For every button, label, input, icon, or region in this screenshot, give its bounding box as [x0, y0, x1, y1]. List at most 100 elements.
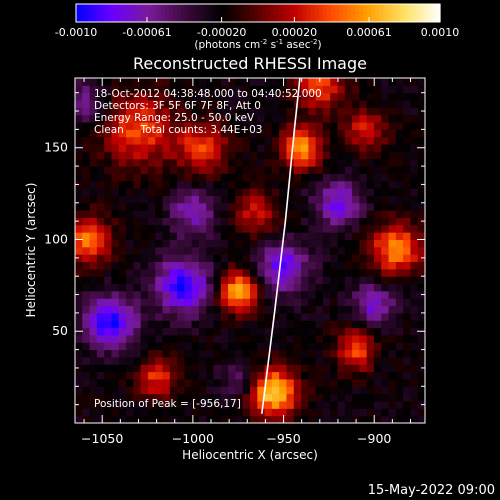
- heatmap-pixel: [96, 312, 105, 321]
- heatmap-pixel: [169, 305, 178, 314]
- heatmap-pixel: [198, 92, 207, 101]
- heatmap-pixel: [111, 408, 120, 417]
- heatmap-pixel: [242, 136, 251, 145]
- heatmap-pixel: [75, 342, 83, 351]
- heatmap-pixel: [162, 305, 171, 314]
- heatmap-pixel: [228, 136, 236, 145]
- heatmap-pixel: [198, 217, 207, 226]
- heatmap-pixel: [133, 224, 142, 233]
- heatmap-pixel: [250, 78, 258, 86]
- heatmap-pixel: [315, 180, 324, 189]
- heatmap-pixel: [184, 129, 193, 138]
- heatmap-pixel: [250, 327, 258, 336]
- heatmap-pixel: [235, 393, 244, 402]
- heatmap-pixel: [250, 254, 258, 263]
- heatmap-pixel: [257, 107, 266, 116]
- heatmap-pixel: [228, 371, 236, 380]
- heatmap-pixel: [322, 393, 331, 402]
- heatmap-pixel: [213, 151, 222, 160]
- heatmap-pixel: [147, 239, 156, 248]
- heatmap-pixel: [147, 217, 156, 226]
- heatmap-pixel: [250, 217, 258, 226]
- heatmap-pixel: [352, 158, 360, 167]
- heatmap-pixel: [198, 180, 207, 189]
- heatmap-pixel: [279, 136, 287, 145]
- heatmap-pixel: [169, 246, 178, 255]
- heatmap-pixel: [308, 327, 317, 336]
- heatmap-pixel: [410, 100, 419, 108]
- heatmap-pixel: [96, 151, 105, 160]
- heatmap-pixel: [89, 408, 98, 417]
- heatmap-pixel: [264, 78, 273, 86]
- heatmap-pixel: [169, 268, 178, 277]
- heatmap-pixel: [250, 122, 258, 130]
- heatmap-pixel: [322, 364, 331, 373]
- heatmap-pixel: [184, 195, 193, 204]
- heatmap-pixel: [315, 408, 324, 417]
- heatmap-pixel: [366, 290, 375, 299]
- heatmap-pixel: [169, 371, 178, 380]
- heatmap-pixel: [126, 210, 134, 218]
- heatmap-pixel: [403, 268, 411, 277]
- heatmap-pixel: [162, 129, 171, 138]
- heatmap-pixel: [301, 92, 309, 101]
- heatmap-pixel: [169, 210, 178, 218]
- heatmap-pixel: [301, 144, 309, 152]
- heatmap-pixel: [89, 320, 98, 329]
- heatmap-pixel: [133, 342, 142, 351]
- heatmap-pixel: [169, 378, 178, 387]
- heatmap-pixel: [155, 151, 163, 160]
- heatmap-pixel: [337, 173, 346, 182]
- heatmap-pixel: [82, 400, 91, 409]
- heatmap-pixel: [162, 246, 171, 255]
- heatmap-pixel: [403, 312, 411, 321]
- heatmap-pixel: [410, 188, 419, 196]
- heatmap-pixel: [96, 232, 105, 240]
- heatmap-pixel: [75, 224, 83, 233]
- heatmap-pixel: [140, 246, 149, 255]
- heatmap-pixel: [235, 349, 244, 358]
- heatmap-pixel: [118, 276, 127, 285]
- heatmap-pixel: [352, 173, 360, 182]
- colorbar-segment: [189, 4, 194, 22]
- heatmap-pixel: [133, 210, 142, 218]
- heatmap-pixel: [118, 129, 127, 138]
- heatmap-pixel: [213, 268, 222, 277]
- heatmap-pixel: [104, 202, 112, 211]
- heatmap-pixel: [89, 188, 98, 196]
- heatmap-pixel: [96, 254, 105, 263]
- heatmap-pixel: [118, 158, 127, 167]
- heatmap-pixel: [104, 166, 112, 174]
- heatmap-pixel: [279, 144, 287, 152]
- colorbar-segment: [128, 4, 134, 22]
- heatmap-pixel: [96, 173, 105, 182]
- heatmap-pixel: [359, 298, 368, 307]
- heatmap-pixel: [191, 151, 200, 160]
- heatmap-pixel: [177, 246, 185, 255]
- heatmap-pixel: [242, 217, 251, 226]
- heatmap-pixel: [308, 217, 317, 226]
- heatmap-pixel: [359, 261, 368, 270]
- heatmap-pixel: [206, 290, 215, 299]
- heatmap-pixel: [366, 246, 375, 255]
- heatmap-pixel: [271, 239, 280, 248]
- heatmap-pixel: [235, 202, 244, 211]
- heatmap-pixel: [264, 210, 273, 218]
- heatmap-pixel: [213, 129, 222, 138]
- heatmap-pixel: [366, 400, 375, 409]
- heatmap-pixel: [257, 180, 266, 189]
- heatmap-pixel: [381, 144, 390, 152]
- heatmap-pixel: [235, 305, 244, 314]
- heatmap-pixel: [82, 151, 91, 160]
- colorbar-segment: [84, 4, 89, 22]
- heatmap-pixel: [162, 239, 171, 248]
- heatmap-pixel: [111, 224, 120, 233]
- heatmap-pixel: [373, 144, 382, 152]
- heatmap-pixel: [198, 349, 207, 358]
- heatmap-pixel: [82, 371, 91, 380]
- heatmap-pixel: [381, 158, 390, 167]
- heatmap-pixel: [126, 173, 134, 182]
- heatmap-pixel: [381, 202, 390, 211]
- colorbar-segment: [403, 4, 409, 22]
